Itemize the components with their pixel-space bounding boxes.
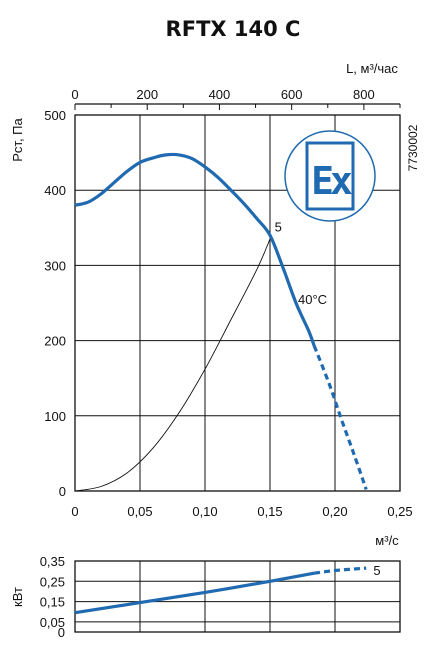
pressure-curve-dashed [312, 345, 368, 491]
x-tick-label: 0,05 [127, 504, 152, 519]
power-y-tick-label: 0,15 [40, 595, 65, 610]
pressure-system-curve [74, 238, 271, 492]
chart-title: RFTX 140 C [166, 17, 301, 41]
power-chart: 00,05 0,15 0,25 0,35 5 [40, 554, 401, 640]
power-curve-dashed [313, 566, 367, 575]
y-tick-label: 100 [44, 409, 66, 424]
y-tick-label: 300 [44, 258, 66, 273]
power-y-tick-label: 0 [58, 625, 65, 640]
power-plot-frame [74, 560, 401, 633]
x-tick-label: 0,15 [257, 504, 282, 519]
ex-badge-text: Ex [311, 159, 352, 203]
model-code: 7730002 [406, 124, 420, 171]
pressure-curve [74, 152, 316, 347]
y-tick-label: 400 [44, 183, 66, 198]
power-annotation: 5 [373, 563, 380, 578]
power-axis-label: кВт [10, 587, 25, 607]
power-y-tick-label: 0,35 [40, 554, 65, 569]
x-tick-label: 0,25 [387, 504, 412, 519]
top-tick-label: 200 [136, 87, 158, 102]
top-tick-label: 600 [281, 87, 303, 102]
pressure-chart: 0 200 400 600 800 0 100 200 300 400 500 0 0,05 0,10 0,… [44, 87, 412, 519]
top-axis-label: L, м³/час [346, 61, 398, 76]
curve-annotation: 40°C [298, 292, 327, 307]
power-y-tick-label: 0,25 [40, 574, 65, 589]
y-tick-label: 500 [44, 108, 66, 123]
x-tick-label: 0,10 [192, 504, 217, 519]
power-y-tick-label: 0,05 [40, 615, 65, 630]
x-tick-label: 0 [71, 504, 78, 519]
plot-frame [74, 114, 401, 492]
y-axis-label: Pст, Па [10, 117, 25, 161]
top-tick-label: 400 [209, 87, 231, 102]
y-tick-label: 200 [44, 334, 66, 349]
curve-annotation: 5 [275, 219, 282, 234]
x-tick-label: 0,20 [322, 504, 347, 519]
top-tick-label: 800 [353, 87, 375, 102]
top-tick-label: 0 [71, 87, 78, 102]
power-curve [74, 571, 315, 615]
x-axis-label: м³/с [375, 533, 399, 548]
y-tick-label: 0 [59, 484, 66, 499]
ex-badge-frame [305, 141, 355, 211]
